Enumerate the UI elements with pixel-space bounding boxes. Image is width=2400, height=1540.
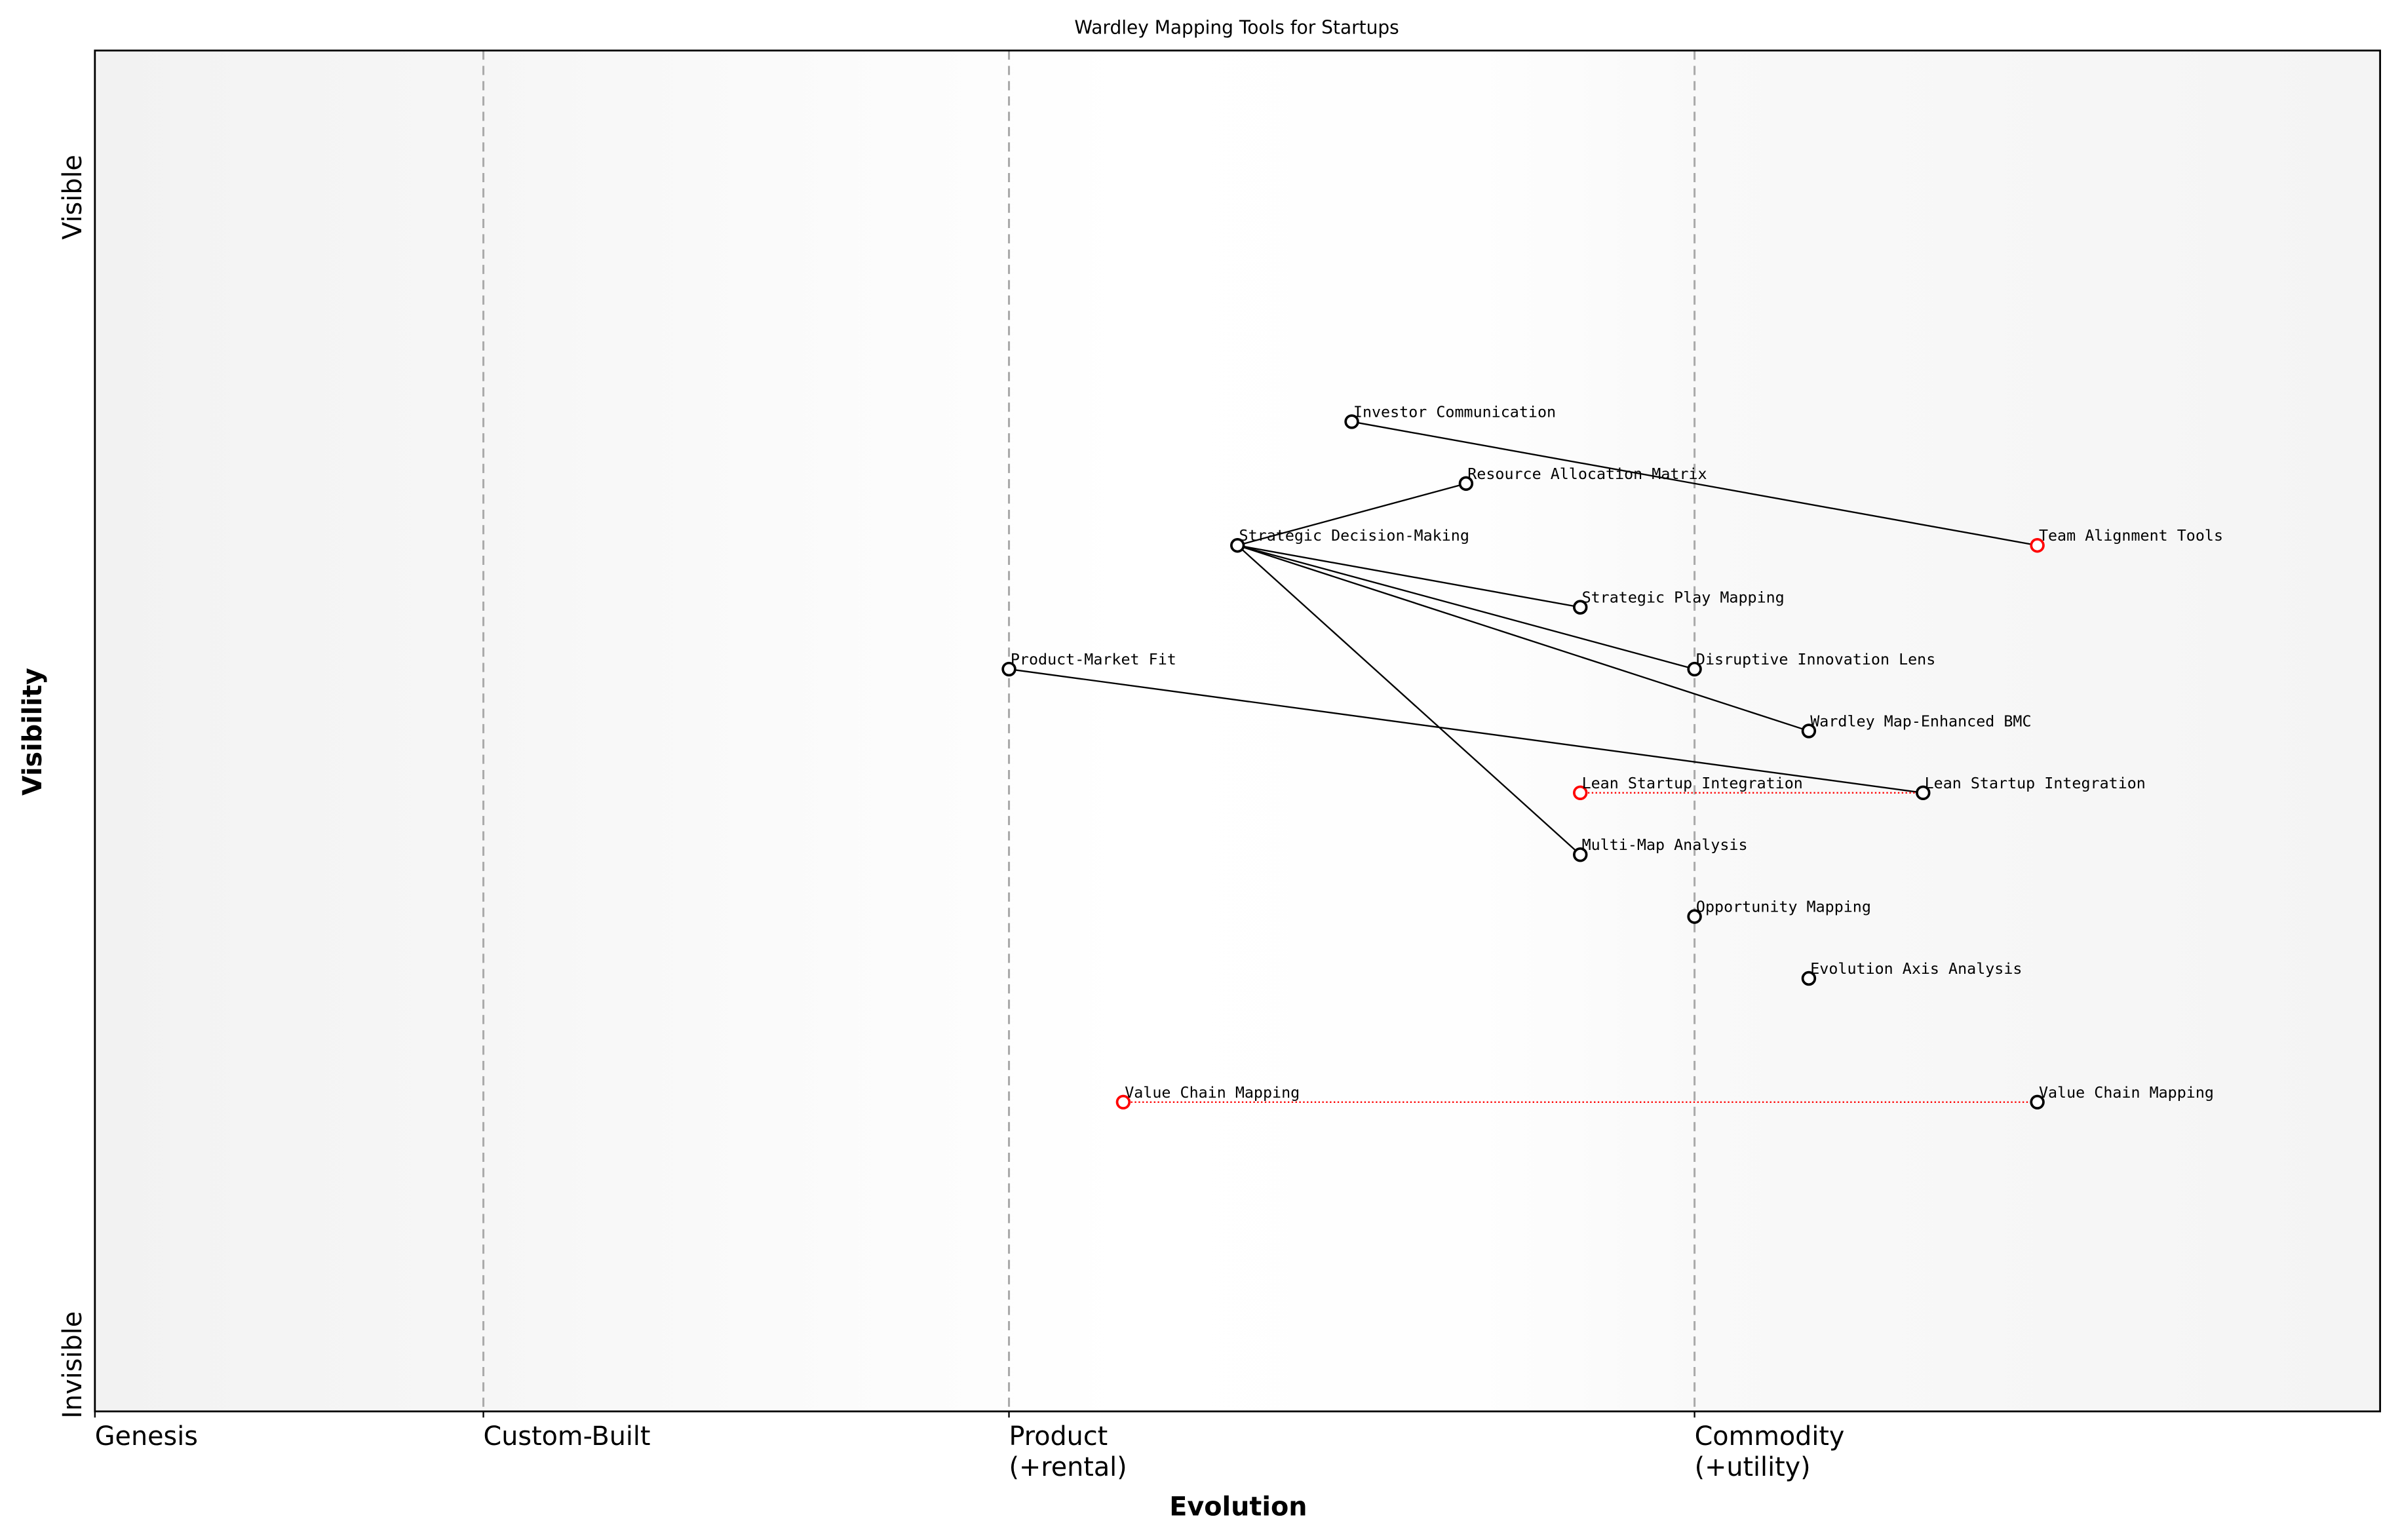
- node-label: Investor Communication: [1353, 402, 1556, 421]
- node-marker: [1573, 600, 1588, 615]
- node-label: Value Chain Mapping: [1125, 1083, 1300, 1102]
- y-tick-label: Invisible: [58, 1311, 88, 1419]
- plot-background: [94, 50, 2380, 1412]
- node-label: Disruptive Innovation Lens: [1696, 650, 1935, 668]
- node-marker: [1573, 847, 1588, 862]
- node-marker: [1801, 971, 1817, 986]
- map-node: Disruptive Innovation Lens: [1687, 650, 1935, 677]
- x-tick-label: Commodity (+utility): [1695, 1421, 1845, 1482]
- map-node: Product-Market Fit: [1001, 650, 1176, 677]
- map-node: Team Alignment Tools: [2030, 526, 2223, 553]
- node-marker: [1687, 909, 1702, 924]
- node-label: Evolution Axis Analysis: [1810, 959, 2022, 978]
- node-label: Multi-Map Analysis: [1582, 836, 1748, 854]
- map-node: Lean Startup Integration: [1916, 774, 2146, 801]
- map-node: Wardley Map-Enhanced BMC: [1801, 712, 2032, 739]
- dependency-link: [1009, 668, 1924, 794]
- dependency-link: [1237, 545, 1581, 856]
- map-node: Value Chain Mapping: [2030, 1083, 2214, 1110]
- node-marker: [1458, 476, 1474, 491]
- node-label: Resource Allocation Matrix: [1467, 465, 1707, 483]
- y-axis-label: Visibility: [18, 668, 48, 796]
- x-tick-label: Genesis: [95, 1421, 198, 1452]
- node-marker: [1687, 661, 1702, 677]
- chart-title: Wardley Mapping Tools for Startups: [1074, 16, 1399, 38]
- node-marker: [1916, 785, 1931, 801]
- node-marker: [2030, 538, 2045, 553]
- map-node: Resource Allocation Matrix: [1458, 465, 1707, 491]
- map-node: Opportunity Mapping: [1687, 898, 1871, 924]
- map-node: Evolution Axis Analysis: [1801, 959, 2022, 986]
- dependency-link: [1237, 545, 1581, 608]
- node-marker: [1001, 661, 1016, 677]
- node-label: Wardley Map-Enhanced BMC: [1810, 712, 2031, 730]
- map-node: Value Chain Mapping: [1115, 1083, 1300, 1110]
- node-label: Lean Startup Integration: [1925, 774, 2146, 792]
- map-node: Multi-Map Analysis: [1573, 836, 1748, 862]
- dependency-link: [1351, 421, 2038, 547]
- node-marker: [2030, 1094, 2045, 1110]
- x-tick-label: Product (+rental): [1009, 1421, 1127, 1482]
- x-tick-label: Custom-Built: [484, 1421, 651, 1452]
- y-tick-label: Visible: [58, 155, 88, 240]
- node-marker: [1573, 785, 1588, 801]
- map-node: Lean Startup Integration: [1573, 774, 1803, 801]
- dependency-link: [1237, 482, 1467, 547]
- node-label: Value Chain Mapping: [2039, 1083, 2214, 1102]
- node-label: Team Alignment Tools: [2039, 526, 2223, 545]
- node-label: Strategic Decision-Making: [1239, 526, 1469, 545]
- node-label: Lean Startup Integration: [1582, 774, 1803, 792]
- node-label: Strategic Play Mapping: [1582, 588, 1785, 607]
- node-label: Product-Market Fit: [1011, 650, 1176, 668]
- map-node: Strategic Play Mapping: [1573, 588, 1785, 615]
- dependency-link: [1237, 545, 1695, 670]
- map-node: Strategic Decision-Making: [1230, 526, 1469, 553]
- node-label: Opportunity Mapping: [1696, 898, 1871, 916]
- node-marker: [1230, 538, 1245, 553]
- plot-frame: [94, 49, 2382, 1413]
- x-axis-label: Evolution: [1169, 1492, 1307, 1522]
- node-marker: [1344, 414, 1359, 429]
- node-marker: [1801, 723, 1817, 739]
- dependency-link: [1237, 545, 1810, 732]
- node-marker: [1115, 1094, 1131, 1110]
- map-node: Investor Communication: [1344, 402, 1556, 429]
